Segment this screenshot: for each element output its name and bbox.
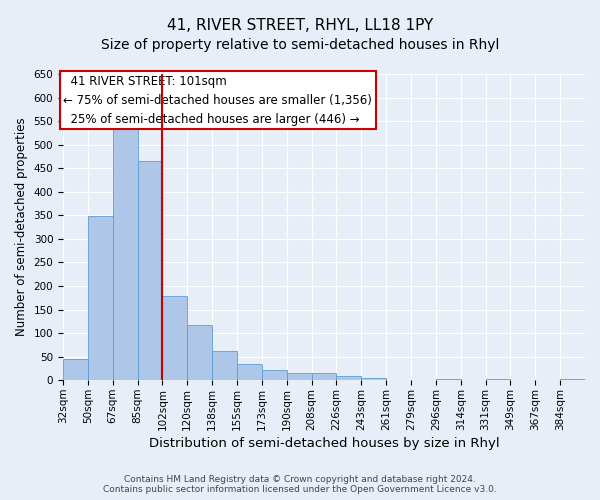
Bar: [163, 296, 187, 380]
Bar: [311, 373, 337, 380]
Bar: [212, 351, 237, 380]
Text: Size of property relative to semi-detached houses in Rhyl: Size of property relative to semi-detach…: [101, 38, 499, 52]
Bar: [137, 161, 163, 380]
Bar: [63, 358, 88, 380]
Bar: [262, 370, 287, 380]
Text: Contains HM Land Registry data © Crown copyright and database right 2024.
Contai: Contains HM Land Registry data © Crown c…: [103, 474, 497, 494]
Bar: [113, 128, 137, 380]
Text: 41, RIVER STREET, RHYL, LL18 1PY: 41, RIVER STREET, RHYL, LL18 1PY: [167, 18, 433, 32]
Bar: [361, 378, 386, 380]
Bar: [337, 376, 361, 380]
Bar: [237, 364, 262, 380]
Text: 41 RIVER STREET: 101sqm
← 75% of semi-detached houses are smaller (1,356)
  25% : 41 RIVER STREET: 101sqm ← 75% of semi-de…: [63, 75, 372, 126]
X-axis label: Distribution of semi-detached houses by size in Rhyl: Distribution of semi-detached houses by …: [149, 437, 499, 450]
Y-axis label: Number of semi-detached properties: Number of semi-detached properties: [15, 118, 28, 336]
Bar: [187, 324, 212, 380]
Bar: [88, 216, 113, 380]
Bar: [287, 373, 311, 380]
